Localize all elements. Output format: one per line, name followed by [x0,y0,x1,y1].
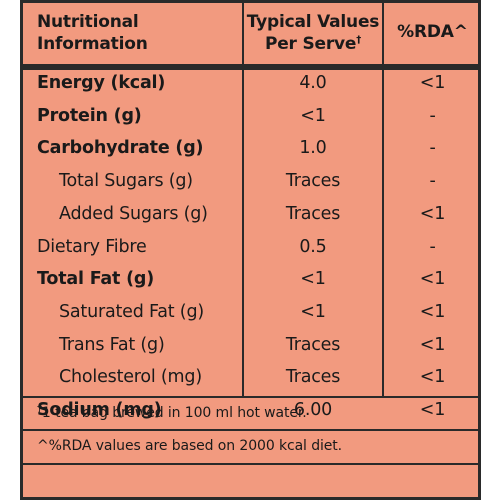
nutrient-value: Traces [285,334,341,355]
footer-rule-1 [23,396,478,398]
footnote-serve: †1 tea bag brewed in 100 ml hot water. [37,403,307,421]
nutrient-value: 6.00 [293,400,333,420]
column-divider-2 [382,3,384,398]
footer-rule-2 [23,429,478,431]
header-rda: %RDA^ [397,22,468,42]
nutrient-rda: - [429,138,436,159]
nutrient-value: 4.0 [299,73,327,93]
nutrient-name: Energy (kcal) [37,73,166,93]
dagger-mark: † [356,34,362,46]
nutrition-facts-table: Nutritional Information Typical Values P… [20,0,481,500]
nutrient-rda: <1 [419,367,446,388]
nutrient-name: Added Sugars (g) [59,203,208,224]
nutrient-rda: <1 [419,334,446,355]
nutrient-name: Total Fat (g) [37,269,155,290]
header-rule [23,64,478,70]
nutrient-rda: <1 [419,301,446,322]
header-per-serve: Per Serve† [244,33,382,55]
nutrient-rda: - [429,105,436,126]
nutrient-value: Traces [285,203,341,224]
nutrient-rda: - [429,236,436,257]
nutrient-value: <1 [300,301,326,322]
nutrient-name: Dietary Fibre [37,236,147,257]
nutrient-value: <1 [300,269,326,290]
nutrient-value: <1 [300,105,326,126]
nutrient-name: Carbohydrate (g) [37,138,204,159]
header-per-serve-text: Per Serve [264,34,357,54]
nutrient-rda: <1 [419,400,446,420]
nutrient-value: Traces [285,171,341,192]
nutrient-name: Cholesterol (mg) [59,367,202,388]
footnote-serve-text: 1 tea bag brewed in 100 ml hot water. [41,405,307,421]
column-divider-1 [242,3,244,398]
footer-rule-3 [23,463,478,465]
nutrient-value: Traces [285,367,341,388]
footnote-dagger: † [37,403,42,415]
nutrient-name: Sodium (mg) [37,400,162,420]
nutrient-value: 0.5 [299,236,327,257]
nutrient-rda: <1 [419,269,446,290]
nutrient-name: Saturated Fat (g) [59,301,204,322]
nutrient-name: Trans Fat (g) [59,334,165,355]
header-information: Information [37,34,148,54]
nutrient-name: Protein (g) [37,105,142,126]
nutrient-name: Total Sugars (g) [59,171,193,192]
nutrient-rda: - [429,171,436,192]
header-nutritional: Nutritional [37,12,139,32]
nutrient-rda: <1 [419,203,446,224]
nutrient-value: 1.0 [299,138,327,159]
footnote-rda: ^%RDA values are based on 2000 kcal diet… [37,438,343,454]
header-typical-values: Typical Values [246,12,380,32]
nutrient-rda: <1 [419,73,446,93]
